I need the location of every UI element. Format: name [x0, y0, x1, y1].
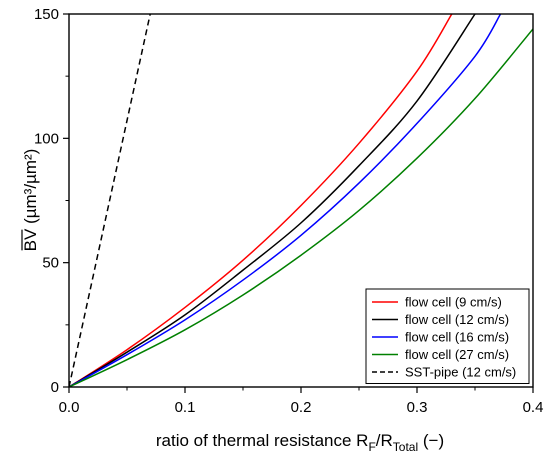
x-tick-label: 0.4 [523, 399, 544, 416]
series-layer [69, 14, 533, 387]
legend-entry: flow cell (9 cm/s) [405, 295, 502, 310]
y-axis-label: BV (µm³/µm²) [21, 149, 40, 252]
x-axis-label-mid: /R [376, 431, 393, 450]
y-axis-label-unit: (µm³/µm²) [21, 149, 40, 229]
series-line-1 [69, 14, 453, 387]
x-tick-label: 0.3 [407, 399, 428, 416]
y-tick-label: 100 [34, 130, 59, 147]
x-tick-label: 0.1 [175, 399, 196, 416]
legend-items: flow cell (9 cm/s) flow cell (12 cm/s) flo… [372, 295, 516, 380]
legend-entry: flow cell (27 cm/s) [405, 347, 509, 362]
x-axis-label-main: ratio of thermal resistance R [156, 431, 369, 450]
legend-entry: flow cell (12 cm/s) [405, 312, 509, 327]
series-line-3 [69, 14, 502, 387]
y-tick-label: 0 [51, 379, 59, 396]
x-axis-label-sub1: F [368, 440, 375, 454]
x-tick-label: 0.2 [291, 399, 312, 416]
series-line-4 [69, 28, 533, 387]
x-axis-label-sub2: Total [393, 440, 418, 454]
x-axis-label: ratio of thermal resistance RF/RTotal (−… [156, 431, 444, 454]
series-line-2 [69, 14, 476, 387]
y-tick-label: 150 [34, 6, 59, 23]
legend: flow cell (9 cm/s) flow cell (12 cm/s) flo… [365, 288, 530, 384]
tick-labels: 0.0 0.1 0.2 0.3 0.4 0 50 100 150 [34, 6, 543, 416]
x-tick-label: 0.0 [59, 399, 80, 416]
axis-ticks [63, 13, 534, 393]
y-tick-label: 50 [42, 255, 59, 272]
legend-entry: flow cell (16 cm/s) [405, 330, 509, 345]
series-line-5 [69, 14, 151, 387]
y-axis-label-group: BV (µm³/µm²) [21, 149, 40, 252]
y-axis-label-main: BV [21, 228, 40, 251]
plot-area [69, 14, 533, 387]
x-axis-label-tail: (−) [418, 431, 444, 450]
legend-entry: SST-pipe (12 cm/s) [405, 365, 516, 380]
